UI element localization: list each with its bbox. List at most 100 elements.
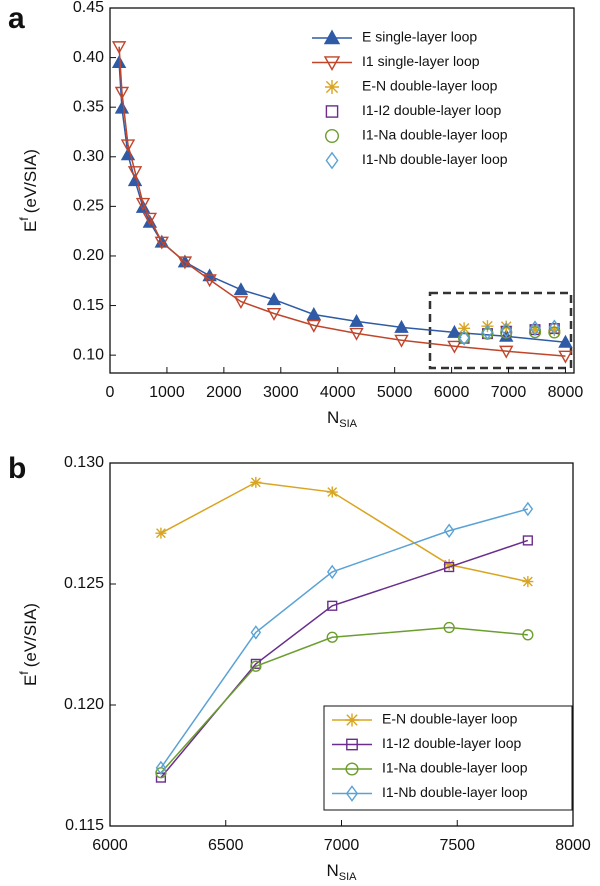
marker: [202, 274, 217, 288]
y-label-unit: (eV/SIA): [21, 603, 40, 667]
legend-marker: [345, 713, 359, 727]
y-tick-label: 0.15: [73, 297, 104, 314]
x-tick-label: 6500: [208, 837, 244, 854]
x-tick-label: 3000: [263, 384, 299, 401]
marker: [327, 600, 338, 611]
y-label-unit: (eV/SIA): [21, 149, 40, 213]
legend-label: I1 single-layer loop: [362, 53, 480, 69]
marker: [443, 523, 455, 539]
legend-label: I1-Nb double-layer loop: [362, 151, 508, 167]
marker: [443, 559, 455, 571]
marker: [177, 256, 193, 270]
marker: [114, 100, 130, 114]
panel-label: b: [8, 452, 26, 485]
marker: [120, 139, 136, 153]
x-tick-label: 0: [106, 384, 115, 401]
marker: [522, 501, 534, 517]
legend-label: E-N double-layer loop: [382, 711, 518, 727]
marker: [250, 625, 262, 640]
legend-label: E single-layer loop: [362, 29, 477, 45]
marker: [447, 340, 462, 354]
y-tick-label: 0.20: [73, 247, 104, 264]
series-line: [160, 481, 529, 583]
marker: [127, 166, 143, 180]
marker: [458, 322, 471, 335]
y-axis-label: Ef (eV/SIA): [17, 603, 40, 686]
series-line: [160, 626, 528, 774]
marker: [458, 330, 470, 346]
marker: [522, 576, 534, 588]
marker: [135, 197, 151, 211]
marker: [349, 327, 364, 341]
marker: [154, 236, 169, 250]
x-tick-label: 4000: [320, 384, 356, 401]
marker: [528, 326, 542, 339]
marker: [250, 476, 262, 488]
marker: [529, 320, 541, 336]
marker: [558, 350, 573, 364]
y-tick-label: 0.115: [65, 817, 104, 834]
marker: [155, 760, 167, 776]
marker: [500, 322, 512, 338]
marker: [558, 334, 573, 348]
marker: [111, 55, 127, 69]
marker: [394, 319, 409, 333]
y-tick-label: 0.35: [73, 98, 104, 115]
series-line: [118, 46, 566, 357]
x-label-sub: SIA: [339, 418, 357, 430]
y-tick-label: 0.130: [64, 454, 104, 471]
x-tick-label: 8000: [548, 384, 584, 401]
marker: [349, 313, 364, 327]
x-tick-label: 7000: [491, 384, 527, 401]
y-label-sup: f: [17, 217, 31, 221]
legend-marker: [325, 151, 339, 170]
x-tick-label: 2000: [206, 384, 242, 401]
y-tick-label: 0.10: [73, 346, 104, 363]
marker: [548, 319, 561, 336]
y-axis-label: Ef (eV/SIA): [17, 149, 40, 232]
x-tick-label: 5000: [377, 384, 413, 401]
marker: [500, 326, 513, 339]
legend-marker: [325, 80, 339, 94]
y-label-base: E: [21, 221, 40, 232]
marker: [548, 324, 561, 337]
legend-marker: [346, 738, 358, 751]
marker: [499, 345, 514, 359]
plot-frame: [109, 7, 575, 374]
marker: [266, 292, 282, 306]
legend-marker: [325, 128, 340, 143]
marker: [444, 561, 455, 573]
x-tick-label: 6000: [434, 384, 470, 401]
marker: [142, 212, 158, 226]
legend-label: E-N double-layer loop: [362, 78, 498, 94]
marker: [326, 564, 338, 580]
marker: [306, 319, 322, 333]
marker: [326, 486, 338, 498]
y-tick-label: 0.25: [73, 198, 104, 215]
marker: [458, 331, 471, 345]
series-line: [160, 508, 529, 769]
legend-label: I1-I2 double-layer loop: [362, 102, 502, 118]
marker: [447, 324, 462, 338]
x-tick-label: 7000: [324, 837, 360, 854]
marker: [266, 307, 282, 321]
marker: [522, 629, 534, 641]
x-tick-label: 6000: [92, 837, 128, 854]
legend-marker: [323, 56, 341, 71]
legend-marker: [345, 785, 359, 802]
y-tick-label: 0.30: [73, 148, 104, 165]
marker: [250, 660, 262, 672]
y-tick-label: 0.40: [73, 49, 104, 66]
marker: [114, 86, 130, 100]
marker: [522, 535, 533, 546]
marker: [111, 41, 127, 55]
legend-box: [323, 705, 573, 811]
x-tick-label: 8000: [555, 837, 591, 854]
legend-label: I1-Nb double-layer loop: [382, 784, 528, 800]
marker: [326, 631, 338, 643]
y-label-sup: f: [17, 671, 31, 675]
marker: [233, 296, 249, 310]
x-axis-label: NSIA: [327, 408, 358, 429]
x-label-base: N: [327, 408, 339, 427]
